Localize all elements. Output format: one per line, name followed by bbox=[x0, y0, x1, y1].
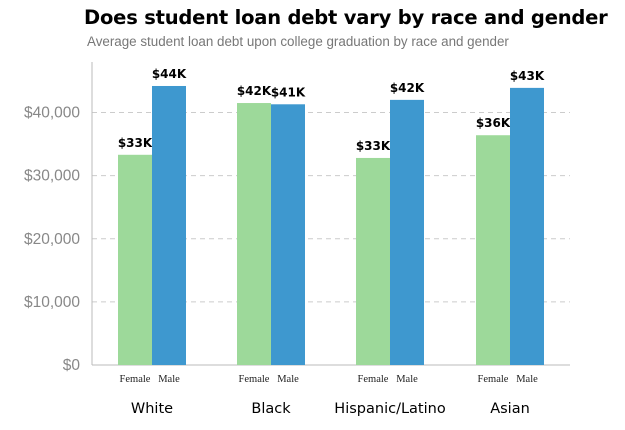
sub-category-label: Female bbox=[239, 374, 270, 385]
bar bbox=[118, 154, 152, 365]
bar bbox=[476, 135, 510, 365]
bar bbox=[510, 87, 544, 365]
bar bbox=[356, 157, 390, 365]
sub-category-label: Female bbox=[358, 374, 389, 385]
sub-category-label: Male bbox=[516, 374, 538, 385]
data-label: $33K bbox=[356, 139, 391, 153]
bar bbox=[390, 99, 424, 365]
y-tick-label: $30,000 bbox=[24, 168, 80, 185]
bar bbox=[271, 104, 305, 365]
x-category-label: Black bbox=[251, 401, 291, 417]
data-label: $44K bbox=[152, 67, 187, 81]
sub-category-label: Male bbox=[158, 374, 180, 385]
x-category-label: White bbox=[131, 401, 173, 417]
y-tick-label: $40,000 bbox=[24, 105, 80, 122]
y-tick-label: $10,000 bbox=[24, 294, 80, 311]
bar bbox=[152, 85, 186, 366]
data-label: $42K bbox=[390, 81, 425, 95]
data-label: $42K bbox=[237, 84, 272, 98]
data-label: $41K bbox=[271, 85, 306, 99]
sub-category-label: Male bbox=[396, 374, 418, 385]
data-label: $43K bbox=[510, 69, 545, 83]
y-tick-label: $0 bbox=[63, 357, 81, 374]
chart-subtitle: Average student loan debt upon college g… bbox=[87, 34, 509, 49]
data-label: $36K bbox=[476, 116, 511, 130]
y-tick-label: $20,000 bbox=[24, 231, 80, 248]
bar bbox=[237, 103, 271, 365]
x-category-label: Asian bbox=[490, 401, 530, 417]
x-category-label: Hispanic/Latino bbox=[334, 401, 446, 417]
chart-title: Does student loan debt vary by race and … bbox=[84, 6, 608, 29]
sub-category-label: Female bbox=[478, 374, 509, 385]
sub-category-label: Female bbox=[120, 374, 151, 385]
sub-category-label: Male bbox=[277, 374, 299, 385]
data-label: $33K bbox=[118, 136, 153, 150]
